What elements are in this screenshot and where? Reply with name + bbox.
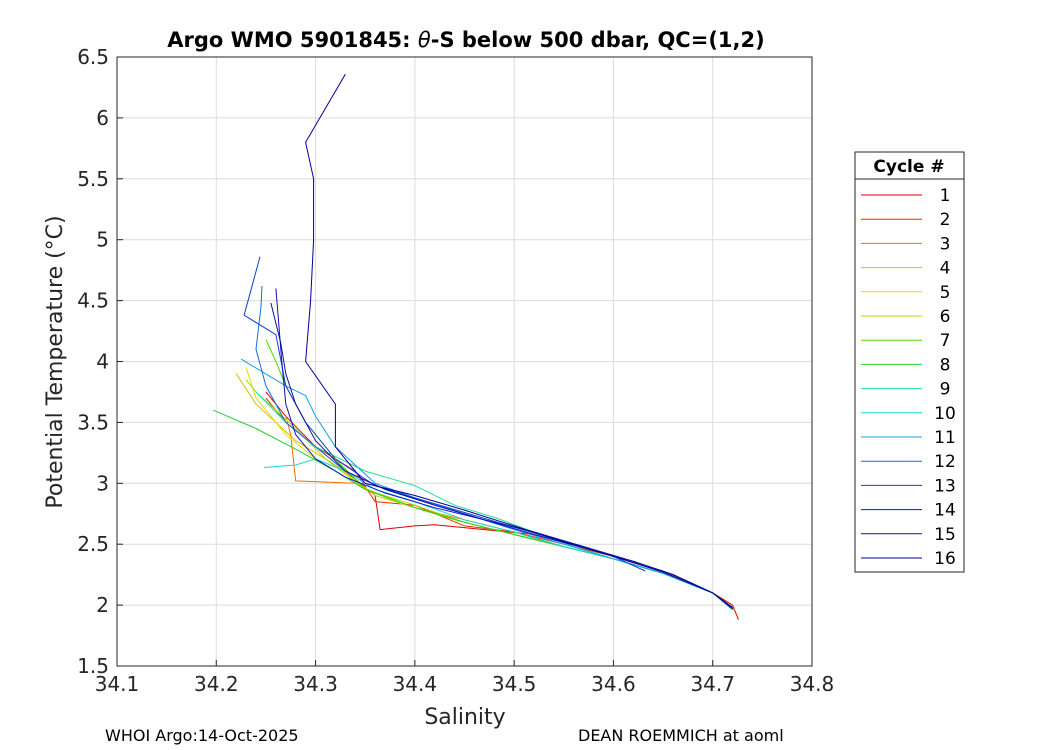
legend-label-cycle-12: 12 [934,452,956,472]
footer-left: WHOI Argo:14-Oct-2025 [105,726,299,745]
title-theta: θ [418,28,431,52]
legend-label-cycle-10: 10 [934,404,956,424]
legend-label-cycle-9: 9 [940,380,951,400]
y-tick-label: 1.5 [77,654,109,678]
legend-label-cycle-11: 11 [934,428,956,448]
y-tick-label: 5.5 [77,167,109,191]
x-tick-label: 34.4 [393,672,438,696]
y-tick-label: 2 [96,593,109,617]
y-tick-label: 3 [96,471,109,495]
x-tick-label: 34.8 [790,672,835,696]
legend-label-cycle-6: 6 [940,307,951,327]
legend-label-cycle-4: 4 [940,259,951,279]
title-suffix: -S below 500 dbar, QC=(1,2) [431,28,765,52]
footer-right: DEAN ROEMMICH at aoml [578,726,784,745]
x-axis-label: Salinity [424,705,505,730]
legend-label-cycle-8: 8 [940,355,951,375]
legend-label-cycle-2: 2 [940,210,951,230]
legend-label-cycle-15: 15 [934,525,956,545]
chart-title: Argo WMO 5901845: θ-S below 500 dbar, QC… [167,28,764,52]
x-tick-label: 34.2 [194,672,239,696]
legend-label-cycle-16: 16 [934,549,956,569]
legend-label-cycle-5: 5 [940,283,951,303]
y-axis-label: Potential Temperature (°C) [43,215,68,508]
x-tick-label: 34.5 [492,672,537,696]
y-tick-label: 6 [96,106,109,130]
legend-label-cycle-14: 14 [934,501,956,521]
y-tick-label: 4.5 [77,289,109,313]
x-axis-ticks: 34.1 34.2 34.3 34.4 34.5 34.6 34.7 34.8 [95,660,835,696]
x-tick-label: 34.6 [591,672,636,696]
legend-label-cycle-3: 3 [940,234,951,254]
x-tick-label: 34.3 [293,672,338,696]
y-tick-label: 3.5 [77,410,109,434]
y-tick-label: 4 [96,350,109,374]
y-tick-label: 6.5 [77,45,109,69]
legend-label-cycle-1: 1 [940,186,951,206]
y-axis-ticks: 1.5 2 2.5 3 3.5 4 4.5 5 5.5 6 6.5 [77,45,123,678]
legend-label-cycle-7: 7 [940,331,951,351]
legend-label-cycle-13: 13 [934,476,956,496]
series-lines [213,73,739,620]
y-tick-label: 2.5 [77,532,109,556]
legend-box [854,151,965,573]
legend-title: Cycle # [873,157,944,177]
series-line-cycle-11 [240,358,733,610]
series-line-cycle-15 [270,302,733,608]
y-tick-label: 5 [96,228,109,252]
x-tick-label: 34.7 [690,672,735,696]
series-line-cycle-16 [305,73,733,610]
x-tick-label: 34.1 [95,672,140,696]
title-prefix: Argo WMO 5901845: [167,28,418,52]
